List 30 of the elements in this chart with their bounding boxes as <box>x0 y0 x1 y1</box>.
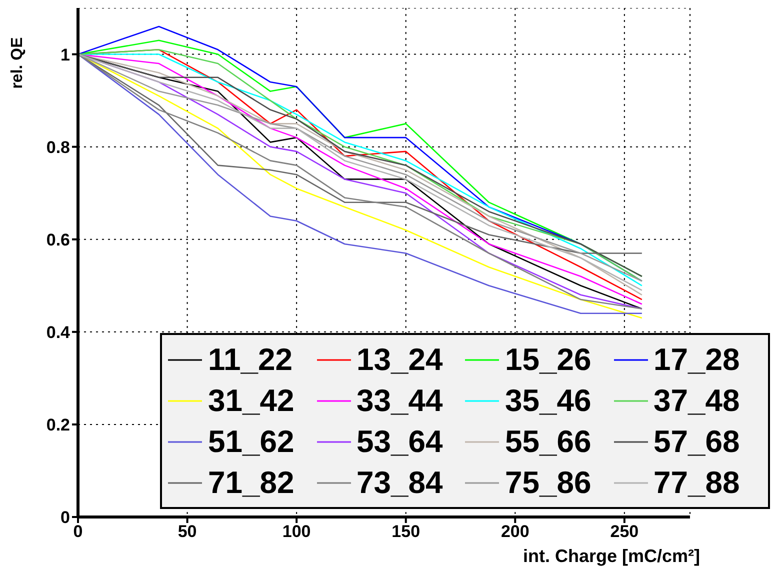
x-tick-label: 0 <box>73 522 83 542</box>
legend-label: 15_26 <box>505 342 592 378</box>
legend-label: 75_86 <box>505 464 592 500</box>
x-tick-label: 50 <box>178 522 197 542</box>
legend-label: 37_48 <box>654 382 740 418</box>
y-tick-label: 0 <box>60 508 70 528</box>
legend-label: 57_68 <box>654 424 740 460</box>
y-tick-label: 0.6 <box>46 230 70 250</box>
legend-label: 55_66 <box>505 424 592 460</box>
legend-label: 13_24 <box>356 342 443 378</box>
y-tick-label: 0.4 <box>46 322 71 342</box>
x-axis-title: int. Charge [mC/cm²] <box>522 546 700 567</box>
legend-label: 51_62 <box>208 424 294 460</box>
x-tick-label: 100 <box>282 522 311 542</box>
legend-label: 11_22 <box>208 342 292 378</box>
x-tick-label: 200 <box>500 522 530 542</box>
legend-label: 77_88 <box>654 464 740 500</box>
legend-label: 35_46 <box>505 382 592 418</box>
x-tick-label: 250 <box>610 522 639 542</box>
legend-label: 17_28 <box>654 342 740 378</box>
legend-label: 71_82 <box>208 464 294 500</box>
legend-label: 73_84 <box>356 464 443 500</box>
y-tick-label: 0.2 <box>46 415 70 434</box>
legend-label: 31_42 <box>208 382 294 418</box>
y-tick-label: 0.8 <box>46 138 70 157</box>
legend-label: 53_64 <box>356 424 443 460</box>
legend-label: 33_44 <box>356 382 443 418</box>
x-tick-label: 150 <box>392 522 420 542</box>
y-tick-label: 1 <box>60 45 70 64</box>
y-axis-title: rel. QE <box>9 37 27 89</box>
